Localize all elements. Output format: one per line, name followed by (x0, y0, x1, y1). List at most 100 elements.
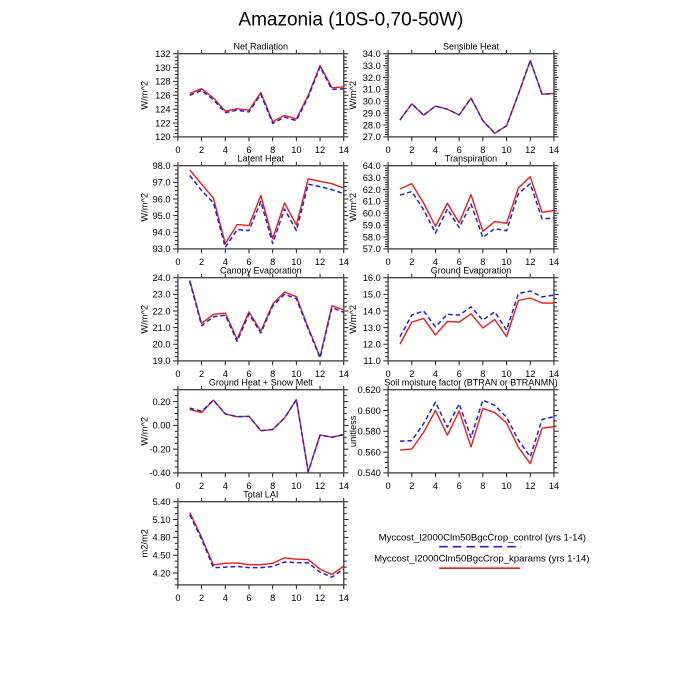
svg-text:33.0: 33.0 (363, 61, 381, 71)
svg-text:32.0: 32.0 (363, 73, 381, 83)
svg-text:6: 6 (246, 593, 251, 603)
svg-text:60.0: 60.0 (363, 209, 381, 219)
svg-text:58.0: 58.0 (363, 232, 381, 242)
svg-text:Myccost_I2000Clm50BgcCrop_cont: Myccost_I2000Clm50BgcCrop_control (yrs 1… (379, 533, 586, 544)
svg-text:122: 122 (155, 118, 171, 128)
svg-text:59.0: 59.0 (363, 220, 381, 230)
svg-text:-0.20: -0.20 (149, 444, 170, 454)
svg-text:30.0: 30.0 (363, 97, 381, 107)
svg-text:6: 6 (457, 257, 462, 267)
svg-text:12: 12 (315, 145, 325, 155)
svg-text:4.20: 4.20 (152, 568, 170, 578)
svg-text:10: 10 (291, 593, 301, 603)
svg-text:98.0: 98.0 (152, 161, 170, 171)
svg-text:132: 132 (155, 49, 171, 59)
svg-text:0.560: 0.560 (358, 447, 381, 457)
svg-text:8: 8 (270, 257, 275, 267)
svg-text:10: 10 (501, 481, 511, 491)
svg-text:12: 12 (525, 257, 535, 267)
svg-text:2: 2 (199, 593, 204, 603)
svg-text:12.0: 12.0 (363, 340, 381, 350)
svg-text:W/m^2: W/m^2 (140, 81, 150, 110)
svg-text:6: 6 (246, 257, 251, 267)
svg-text:8: 8 (480, 481, 485, 491)
svg-text:14: 14 (549, 145, 559, 155)
svg-text:0.20: 0.20 (152, 397, 170, 407)
svg-text:W/m^2: W/m^2 (140, 305, 150, 334)
svg-text:61.0: 61.0 (363, 197, 381, 207)
svg-text:10: 10 (501, 145, 511, 155)
svg-text:10: 10 (291, 369, 301, 379)
svg-text:14: 14 (339, 593, 349, 603)
svg-text:5.40: 5.40 (152, 497, 170, 507)
svg-text:14: 14 (339, 369, 349, 379)
svg-text:2: 2 (199, 481, 204, 491)
svg-text:W/m^2: W/m^2 (140, 417, 150, 446)
svg-text:0: 0 (175, 145, 180, 155)
svg-text:4: 4 (223, 257, 228, 267)
svg-text:12: 12 (315, 481, 325, 491)
svg-text:4: 4 (223, 145, 228, 155)
svg-text:2: 2 (409, 481, 414, 491)
svg-text:10: 10 (501, 257, 511, 267)
svg-text:97.0: 97.0 (152, 178, 170, 188)
svg-text:14: 14 (339, 481, 349, 491)
svg-text:6: 6 (246, 481, 251, 491)
svg-text:8: 8 (270, 369, 275, 379)
svg-text:128: 128 (155, 77, 171, 87)
svg-text:62.0: 62.0 (363, 185, 381, 195)
svg-text:Soil moisture factor (BTRAN or: Soil moisture factor (BTRAN or BTRANMN) (384, 378, 558, 388)
svg-text:4.80: 4.80 (152, 533, 170, 543)
svg-text:Latent Heat: Latent Heat (238, 154, 285, 164)
svg-text:unitless: unitless (348, 415, 358, 447)
svg-text:63.0: 63.0 (363, 173, 381, 183)
svg-text:Transpiration: Transpiration (445, 154, 497, 164)
svg-text:8: 8 (270, 145, 275, 155)
svg-text:6: 6 (246, 369, 251, 379)
svg-text:2: 2 (409, 369, 414, 379)
svg-text:Ground Heat + Snow Melt: Ground Heat + Snow Melt (209, 378, 313, 388)
svg-text:6: 6 (457, 145, 462, 155)
svg-text:6: 6 (457, 481, 462, 491)
svg-text:24.0: 24.0 (152, 273, 170, 283)
svg-text:14: 14 (549, 481, 559, 491)
svg-text:0.540: 0.540 (358, 468, 381, 478)
svg-text:0: 0 (175, 369, 180, 379)
svg-text:8: 8 (270, 481, 275, 491)
svg-text:4: 4 (433, 369, 438, 379)
svg-text:Canopy Evaporation: Canopy Evaporation (220, 266, 302, 276)
svg-text:2: 2 (199, 145, 204, 155)
svg-text:0: 0 (386, 481, 391, 491)
svg-text:20.0: 20.0 (152, 340, 170, 350)
svg-text:14.0: 14.0 (363, 306, 381, 316)
svg-text:4: 4 (433, 145, 438, 155)
svg-text:W/m^2: W/m^2 (348, 81, 358, 110)
svg-text:2: 2 (409, 257, 414, 267)
svg-text:57.0: 57.0 (363, 244, 381, 254)
svg-text:4: 4 (223, 481, 228, 491)
svg-text:0: 0 (175, 593, 180, 603)
svg-text:34.0: 34.0 (363, 49, 381, 59)
svg-text:Net Radiation: Net Radiation (234, 42, 289, 52)
svg-text:21.0: 21.0 (152, 323, 170, 333)
svg-text:11.0: 11.0 (363, 356, 380, 366)
svg-text:Ground Evaporation: Ground Evaporation (431, 266, 512, 276)
svg-text:6: 6 (246, 145, 251, 155)
svg-text:8: 8 (480, 145, 485, 155)
svg-text:4: 4 (223, 369, 228, 379)
svg-text:0.620: 0.620 (358, 385, 381, 395)
svg-text:126: 126 (155, 91, 171, 101)
svg-text:2: 2 (199, 369, 204, 379)
svg-text:6: 6 (457, 369, 462, 379)
svg-text:2: 2 (199, 257, 204, 267)
svg-text:14: 14 (339, 257, 349, 267)
svg-text:93.0: 93.0 (152, 244, 170, 254)
svg-text:12: 12 (525, 481, 535, 491)
svg-text:14: 14 (549, 369, 559, 379)
svg-text:m2/m2: m2/m2 (140, 529, 150, 557)
svg-text:27.0: 27.0 (363, 132, 381, 142)
svg-text:12: 12 (315, 593, 325, 603)
svg-text:Sensible Heat: Sensible Heat (443, 42, 500, 52)
svg-text:94.0: 94.0 (152, 228, 170, 238)
svg-text:23.0: 23.0 (152, 290, 170, 300)
